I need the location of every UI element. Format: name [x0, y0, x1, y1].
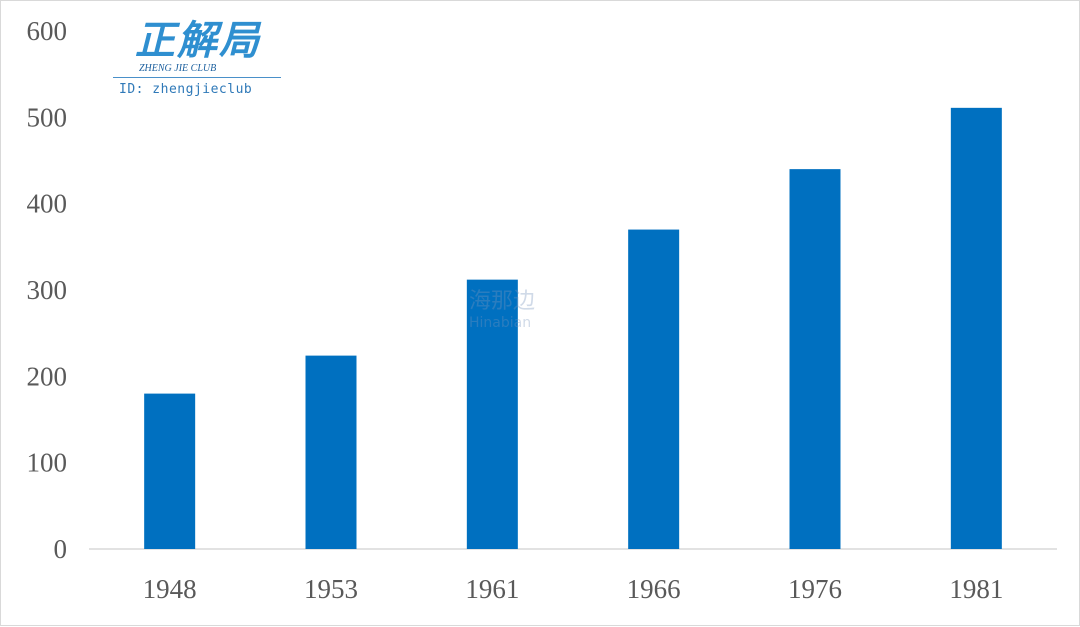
watermark: 海那边 Hinabian: [469, 289, 536, 332]
logo: 正解局 ZHENG JIE CLUB ID: zhengjieclub: [113, 19, 283, 97]
logo-id-text: ID: zhengjieclub: [119, 82, 253, 97]
x-tick-label: 1948: [143, 574, 197, 604]
y-tick-label: 400: [27, 189, 68, 219]
logo-english-text: ZHENG JIE CLUB: [139, 63, 217, 74]
logo-chinese-text: 正解局: [135, 17, 261, 64]
logo-divider: [113, 77, 281, 78]
y-tick-label: 600: [27, 16, 68, 46]
x-tick-label: 1976: [788, 574, 842, 604]
watermark-chinese: 海那边: [469, 289, 536, 314]
bar-1948: [144, 393, 196, 549]
y-tick-label: 500: [27, 102, 68, 132]
y-tick-label: 300: [27, 275, 68, 305]
bar-1953: [305, 355, 357, 549]
watermark-english: Hinabian: [469, 315, 532, 331]
y-tick-label: 200: [27, 361, 68, 391]
y-tick-label: 100: [27, 448, 68, 478]
bar-1961: [466, 279, 518, 549]
x-tick-label: 1953: [304, 574, 358, 604]
x-tick-label: 1981: [949, 574, 1003, 604]
x-tick-label: 1961: [465, 574, 519, 604]
bar-1966: [628, 229, 680, 550]
bar-1981: [950, 107, 1002, 549]
bar-1976: [789, 169, 841, 549]
x-tick-label: 1966: [627, 574, 681, 604]
y-tick-label: 0: [54, 534, 68, 564]
